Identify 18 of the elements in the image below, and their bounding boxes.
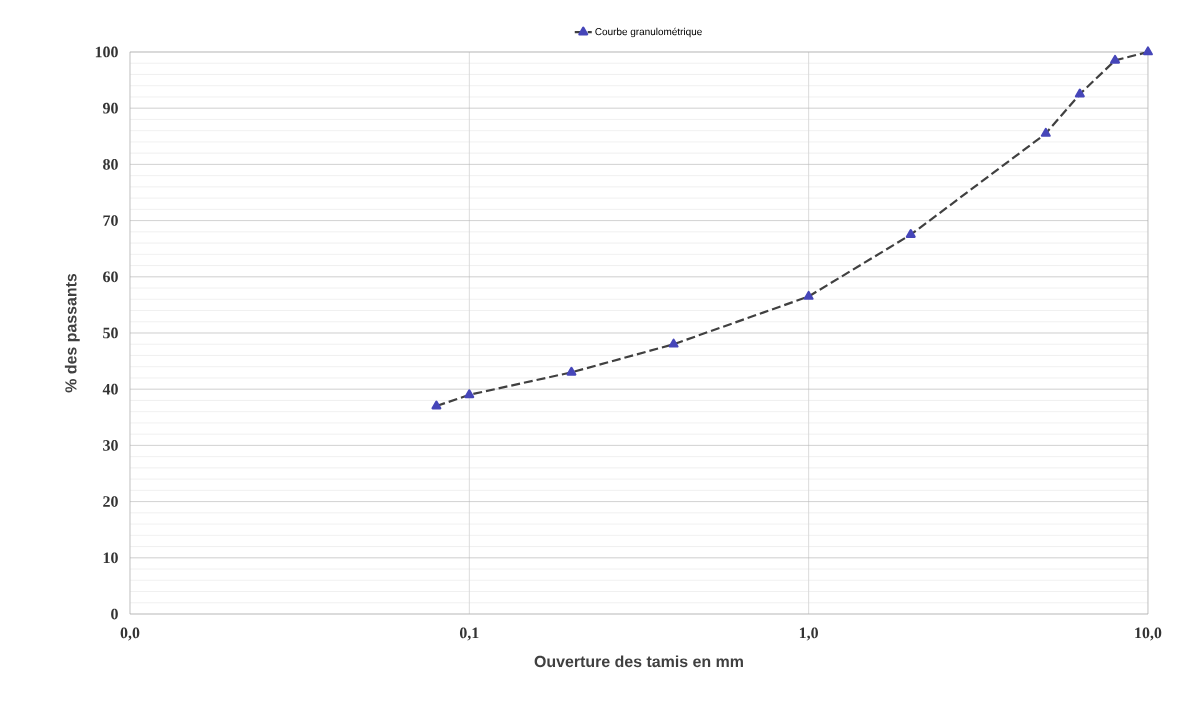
y-tick-label: 30 <box>103 440 118 451</box>
y-tick-label: 80 <box>103 159 118 170</box>
y-tick-label: 20 <box>103 496 118 507</box>
y-tick-label: 50 <box>103 327 118 339</box>
y-tick-label: 0 <box>111 608 118 620</box>
x-tick-label: 0,1 <box>459 627 479 641</box>
y-tick-label: 60 <box>103 271 118 283</box>
x-tick-label: 0,0 <box>120 627 140 641</box>
x-tick-label: 10,0 <box>1135 627 1162 641</box>
y-tick-label: 10 <box>103 552 118 564</box>
x-tick-label: 1,0 <box>799 627 818 641</box>
legend-label: Courbe granulométrique <box>595 27 702 38</box>
x-axis-title: Ouverture des tamis en mm <box>534 655 743 668</box>
y-tick-label: 100 <box>95 46 118 58</box>
y-axis-title: % des passants <box>64 273 80 393</box>
y-tick-label: 90 <box>102 102 118 114</box>
y-tick-label: 40 <box>102 383 118 395</box>
y-tick-label: 70 <box>103 215 118 226</box>
